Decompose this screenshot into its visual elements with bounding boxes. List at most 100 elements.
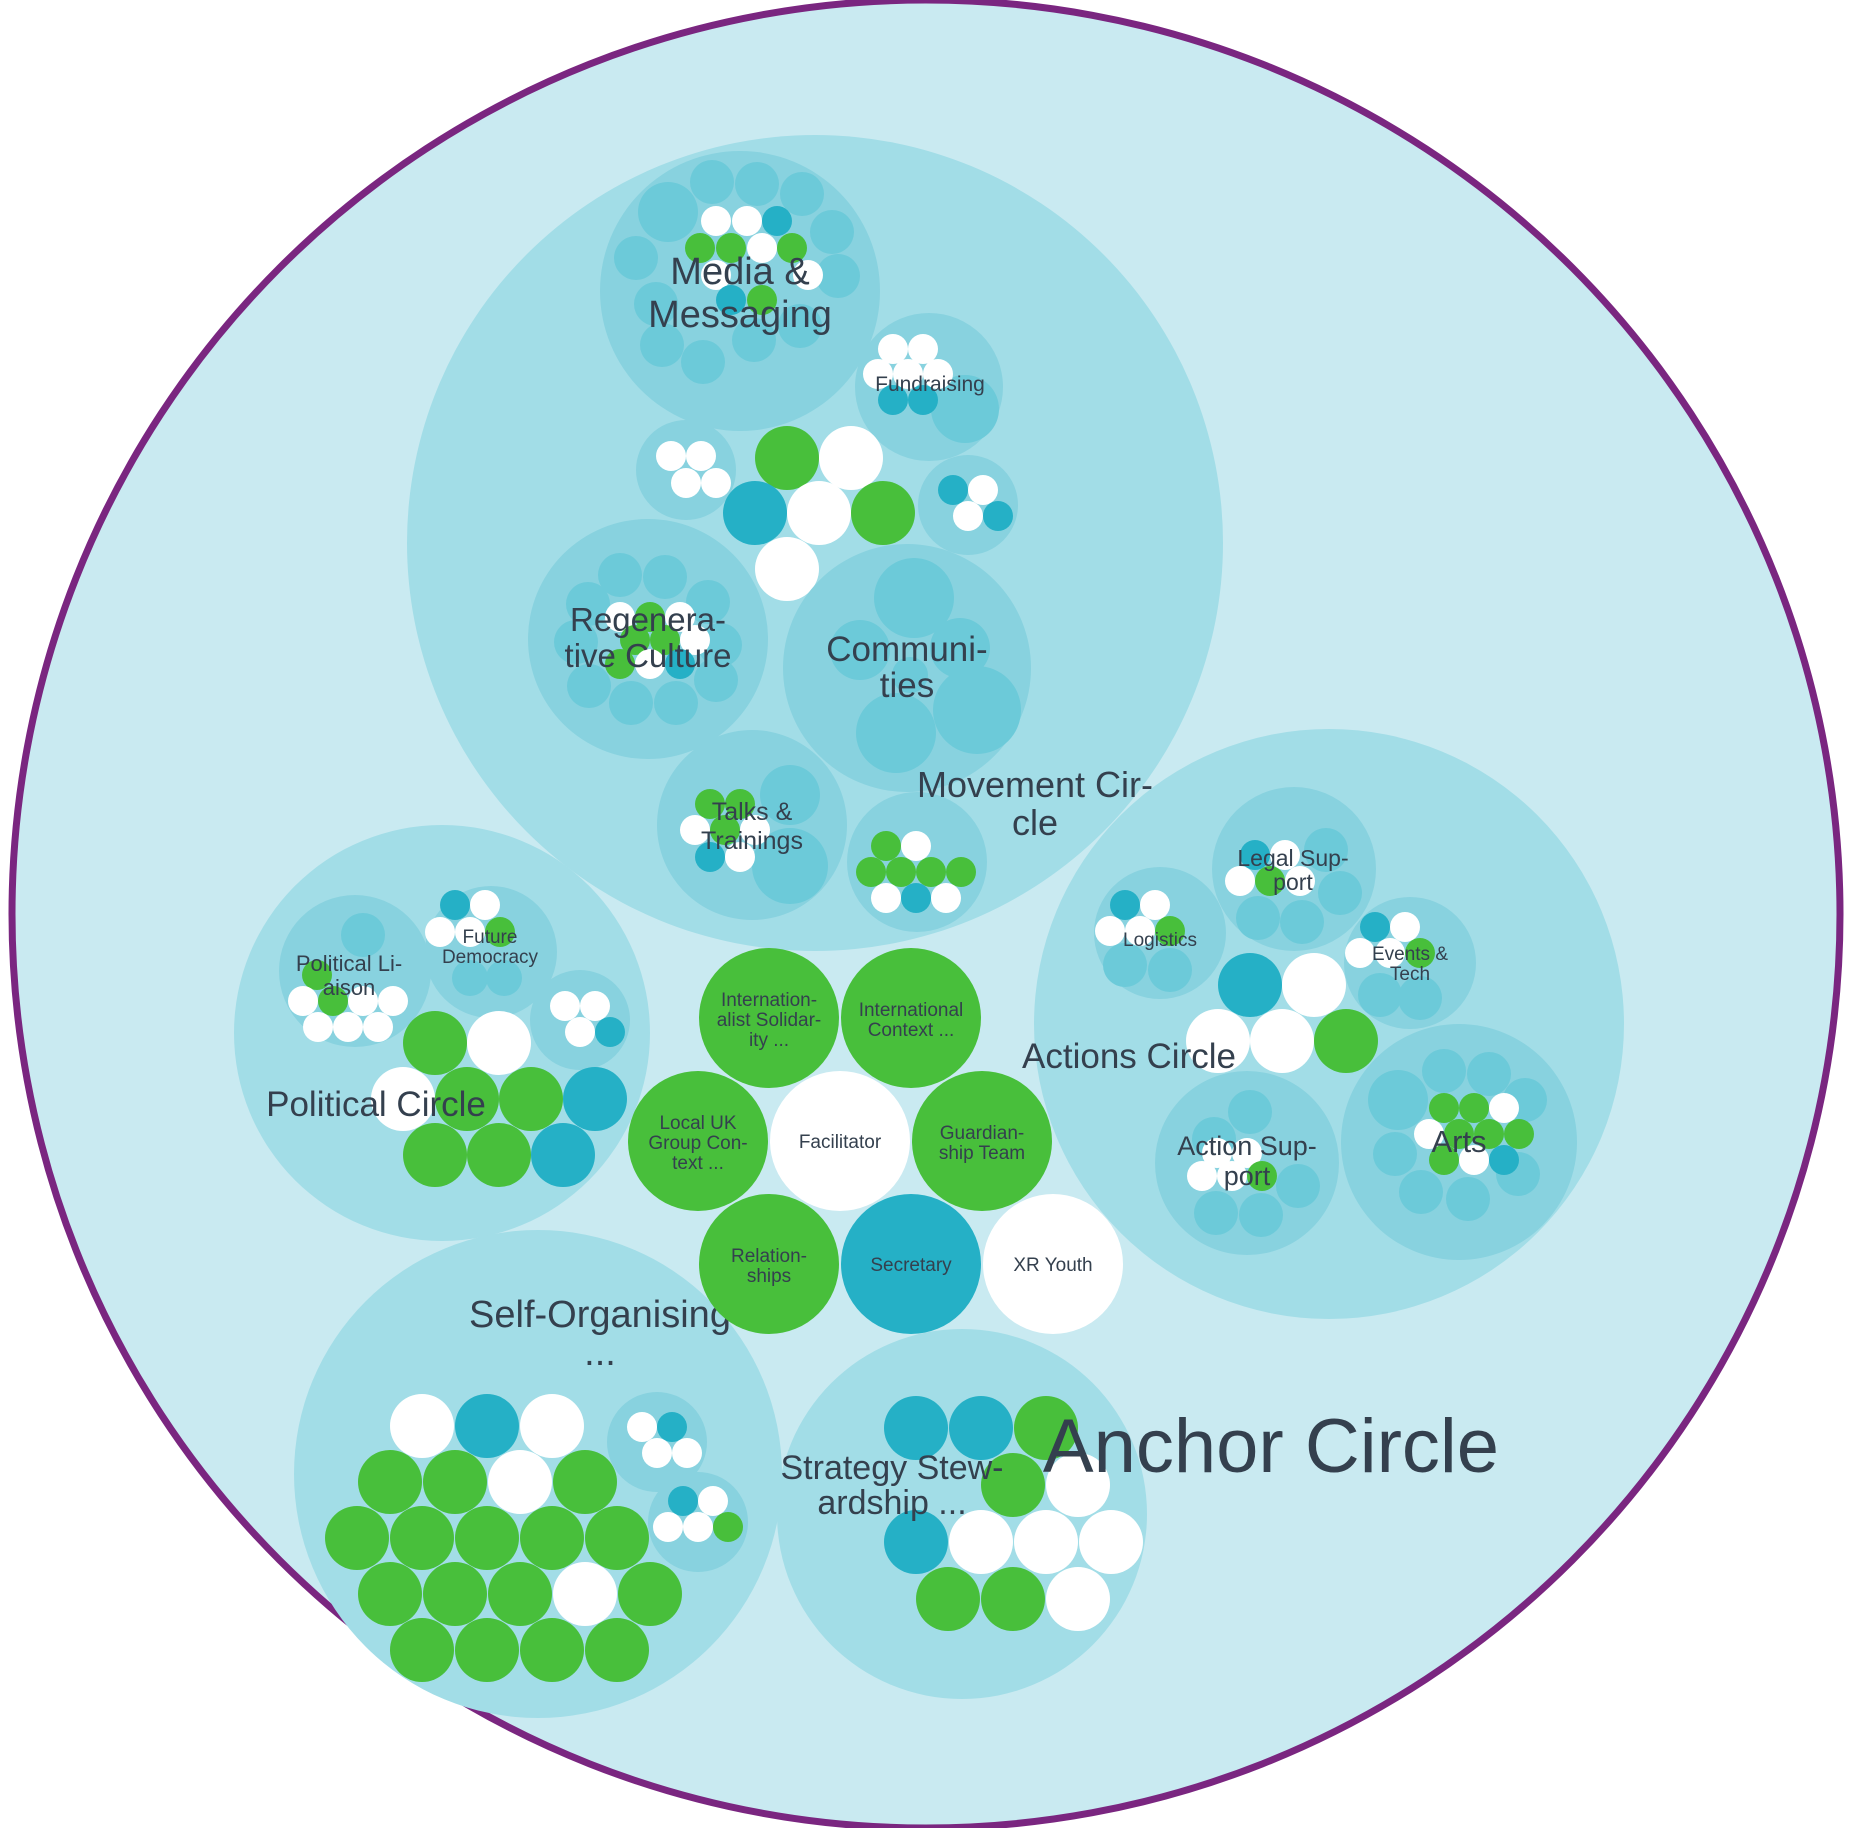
role-dot[interactable]: [423, 1450, 487, 1514]
role-dot[interactable]: [499, 1067, 563, 1131]
role-dot[interactable]: [550, 991, 580, 1021]
role-dot[interactable]: [627, 1412, 657, 1442]
regenerative-subcircle[interactable]: [554, 620, 598, 664]
role-dot[interactable]: [595, 1017, 625, 1047]
role-dot[interactable]: [762, 206, 792, 236]
role-dot[interactable]: [1186, 1009, 1250, 1073]
role-dot[interactable]: [1014, 1396, 1078, 1460]
role-dot[interactable]: [470, 890, 500, 920]
communities-subcircle[interactable]: [874, 558, 954, 638]
role-dot[interactable]: [1110, 890, 1140, 920]
media-subcircle[interactable]: [634, 282, 678, 326]
communities-subcircle[interactable]: [892, 657, 928, 693]
talks-subcircle[interactable]: [760, 765, 820, 825]
role-dot[interactable]: [1444, 1119, 1474, 1149]
regenerative-subcircle[interactable]: [598, 553, 642, 597]
role-dot[interactable]: [288, 986, 318, 1016]
role-dot[interactable]: [618, 1562, 682, 1626]
role-dot[interactable]: [485, 917, 515, 947]
role-dot[interactable]: [740, 815, 770, 845]
role-dot[interactable]: [488, 1562, 552, 1626]
political-liaison-subcircle[interactable]: [341, 913, 385, 957]
role-dot[interactable]: [856, 857, 886, 887]
role-dot[interactable]: [653, 1512, 683, 1542]
role-dot[interactable]: [635, 649, 665, 679]
future-democracy-subcircle[interactable]: [486, 960, 522, 996]
xr-youth-role[interactable]: [983, 1194, 1123, 1334]
role-dot[interactable]: [671, 468, 701, 498]
role-dot[interactable]: [488, 1450, 552, 1514]
role-dot[interactable]: [1218, 953, 1282, 1017]
role-dot[interactable]: [695, 789, 725, 819]
role-dot[interactable]: [1187, 1161, 1217, 1191]
role-dot[interactable]: [871, 883, 901, 913]
local-uk-group-context-role[interactable]: [628, 1071, 768, 1211]
role-dot[interactable]: [685, 233, 715, 263]
regenerative-subcircle[interactable]: [654, 681, 698, 725]
action-support-subcircle[interactable]: [1228, 1090, 1272, 1134]
role-dot[interactable]: [348, 986, 378, 1016]
role-dot[interactable]: [953, 501, 983, 531]
role-dot[interactable]: [1125, 916, 1155, 946]
role-dot[interactable]: [520, 1506, 584, 1570]
role-dot[interactable]: [378, 986, 408, 1016]
regenerative-subcircle[interactable]: [643, 555, 687, 599]
role-dot[interactable]: [871, 831, 901, 861]
role-dot[interactable]: [884, 1396, 948, 1460]
role-dot[interactable]: [716, 285, 746, 315]
arts-subcircle[interactable]: [1446, 1177, 1490, 1221]
talks-subcircle[interactable]: [752, 828, 828, 904]
legal-support-subcircle[interactable]: [1304, 828, 1348, 872]
role-dot[interactable]: [565, 1017, 595, 1047]
role-dot[interactable]: [884, 1510, 948, 1574]
guardianship-team-role[interactable]: [912, 1071, 1052, 1211]
role-dot[interactable]: [467, 1123, 531, 1187]
role-dot[interactable]: [585, 1618, 649, 1682]
role-dot[interactable]: [686, 441, 716, 471]
logistics-subcircle[interactable]: [1148, 948, 1192, 992]
role-dot[interactable]: [698, 1486, 728, 1516]
role-dot[interactable]: [403, 1123, 467, 1187]
role-dot[interactable]: [642, 1438, 672, 1468]
role-dot[interactable]: [1250, 1009, 1314, 1073]
role-dot[interactable]: [1046, 1567, 1110, 1631]
role-dot[interactable]: [553, 1450, 617, 1514]
role-dot[interactable]: [440, 890, 470, 920]
media-subcircle[interactable]: [614, 236, 658, 280]
role-dot[interactable]: [701, 260, 731, 290]
role-dot[interactable]: [1202, 1138, 1232, 1168]
role-dot[interactable]: [1360, 912, 1390, 942]
role-dot[interactable]: [1474, 1119, 1504, 1149]
role-dot[interactable]: [1285, 866, 1315, 896]
role-dot[interactable]: [1459, 1145, 1489, 1175]
role-dot[interactable]: [531, 1123, 595, 1187]
role-dot[interactable]: [1405, 938, 1435, 968]
role-dot[interactable]: [968, 475, 998, 505]
role-dot[interactable]: [358, 1450, 422, 1514]
international-context-role[interactable]: [841, 948, 981, 1088]
role-dot[interactable]: [981, 1453, 1045, 1517]
role-dot[interactable]: [423, 1562, 487, 1626]
role-dot[interactable]: [665, 649, 695, 679]
role-dot[interactable]: [1504, 1119, 1534, 1149]
role-dot[interactable]: [680, 625, 710, 655]
role-dot[interactable]: [455, 917, 485, 947]
regenerative-subcircle[interactable]: [566, 582, 610, 626]
media-subcircle[interactable]: [780, 172, 824, 216]
role-dot[interactable]: [455, 1618, 519, 1682]
role-dot[interactable]: [657, 1412, 687, 1442]
role-dot[interactable]: [435, 1067, 499, 1131]
communities-subcircle[interactable]: [856, 693, 936, 773]
role-dot[interactable]: [668, 1486, 698, 1516]
role-dot[interactable]: [1232, 1138, 1262, 1168]
role-dot[interactable]: [1489, 1145, 1519, 1175]
role-dot[interactable]: [1247, 1161, 1277, 1191]
role-dot[interactable]: [908, 334, 938, 364]
media-subcircle[interactable]: [732, 318, 776, 362]
events-tech-subcircle[interactable]: [1398, 976, 1442, 1020]
role-dot[interactable]: [333, 1012, 363, 1042]
role-dot[interactable]: [656, 441, 686, 471]
role-dot[interactable]: [303, 1012, 333, 1042]
role-dot[interactable]: [923, 359, 953, 389]
communities-subcircle[interactable]: [830, 620, 890, 680]
